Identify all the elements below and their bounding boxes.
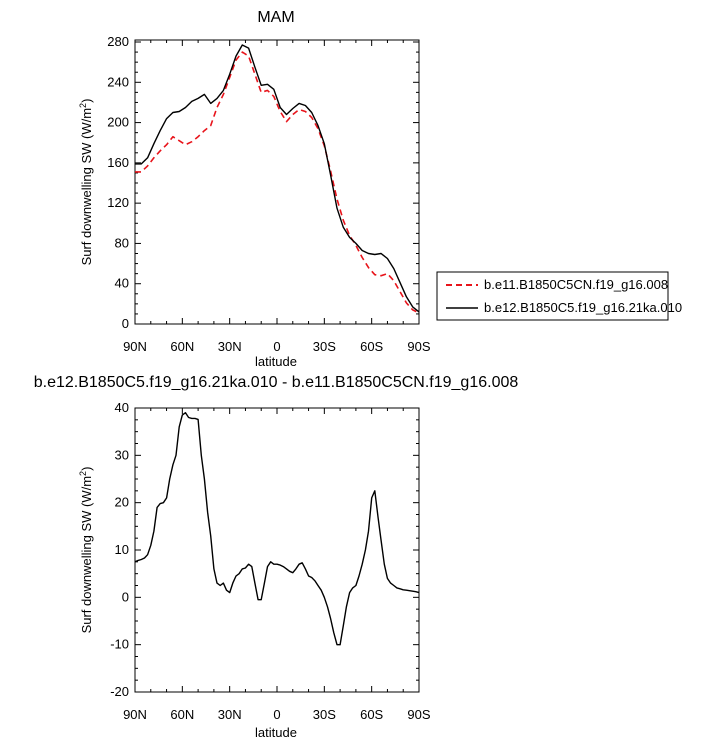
y-tick-label: 200 [107, 115, 129, 130]
y-tick-label: 30 [115, 447, 129, 462]
y-tick-label: 0 [122, 316, 129, 331]
x-tick-label: 90S [407, 339, 430, 354]
legend-label-1: b.e12.B1850C5.f19_g16.21ka.010 [484, 300, 682, 315]
top-plot-frame [134, 39, 420, 325]
x-tick-label: 90N [123, 707, 147, 722]
x-tick-label: 60S [360, 339, 383, 354]
y-tick-label: 40 [115, 276, 129, 291]
y-tick-label: 0 [122, 589, 129, 604]
series-line-0 [134, 412, 420, 646]
x-tick-label: 30N [218, 339, 242, 354]
legend-label-0: b.e11.B1850C5CN.f19_g16.008 [484, 277, 668, 292]
top-x-axis-label: latitude [255, 354, 297, 369]
top-series [135, 44, 420, 314]
bottom-panel: b.e12.B1850C5.f19_g16.21ka.010 - b.e11.B… [34, 374, 519, 740]
top-chart-title: MAM [257, 9, 294, 26]
y-tick-label: 40 [115, 400, 129, 415]
y-tick-label: -10 [110, 637, 129, 652]
x-tick-label: 60N [170, 707, 194, 722]
bottom-x-ticks: 90N 60N 30N 0 30S 60S 90S [123, 408, 431, 722]
x-tick-label: 0 [273, 339, 280, 354]
bottom-series [134, 412, 420, 646]
bottom-chart-title: b.e12.B1850C5.f19_g16.21ka.010 - b.e11.B… [34, 374, 519, 391]
legend: b.e11.B1850C5CN.f19_g16.008 b.e12.B1850C… [436, 271, 682, 321]
y-tick-label: 240 [107, 74, 129, 89]
x-tick-label: 60N [170, 339, 194, 354]
y-tick-label: 160 [107, 155, 129, 170]
y-tick-label: 280 [107, 34, 129, 49]
top-y-axis-label: Surf downwelling SW (W/m2) [78, 99, 94, 266]
y-tick-label: 120 [107, 195, 129, 210]
x-tick-label: 30N [218, 707, 242, 722]
top-panel: MAM 0 40 80 120 160 200 240 280 90N 60N 30N 0 30S 60… [78, 9, 431, 369]
bottom-y-axis-label: Surf downwelling SW (W/m2) [78, 467, 94, 634]
x-tick-label: 60S [360, 707, 383, 722]
y-tick-label: 80 [115, 235, 129, 250]
x-tick-label: 0 [273, 707, 280, 722]
y-tick-label: -20 [110, 684, 129, 699]
x-tick-label: 30S [313, 707, 336, 722]
top-y-ticks: 0 40 80 120 160 200 240 280 [107, 34, 419, 331]
x-tick-label: 90S [407, 707, 430, 722]
y-tick-label: 10 [115, 542, 129, 557]
bottom-plot-frame [134, 407, 420, 693]
series-line-1 [135, 44, 420, 313]
series-line-0 [135, 51, 420, 314]
bottom-x-axis-label: latitude [255, 725, 297, 740]
legend-box [436, 271, 669, 321]
y-tick-label: 20 [115, 495, 129, 510]
x-tick-label: 30S [313, 339, 336, 354]
bottom-y-ticks: -20 -10 0 10 20 30 40 [110, 400, 419, 699]
x-tick-label: 90N [123, 339, 147, 354]
top-x-ticks: 90N 60N 30N 0 30S 60S 90S [123, 40, 431, 354]
